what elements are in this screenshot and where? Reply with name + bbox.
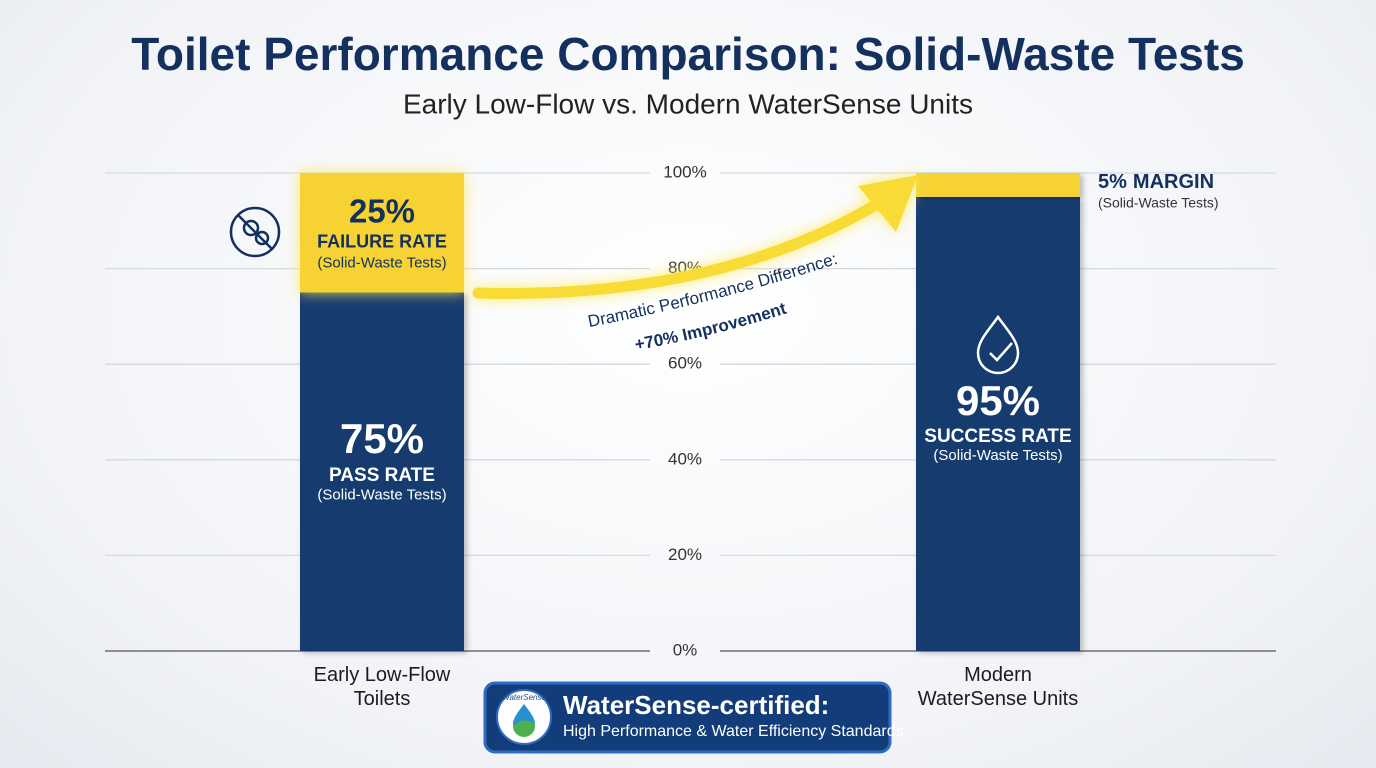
bar-segment xyxy=(300,173,464,293)
y-tick-label: 40% xyxy=(668,449,702,468)
chart-subtitle: Early Low-Flow vs. Modern WaterSense Uni… xyxy=(403,88,973,119)
improvement-arrow xyxy=(472,175,918,299)
segment-note: (Solid-Waste Tests) xyxy=(317,487,446,504)
logo-leaf xyxy=(513,720,535,737)
segment-note: (Solid-Waste Tests) xyxy=(1098,195,1219,211)
arrow-shaft xyxy=(472,194,890,299)
y-tick-label: 0% xyxy=(673,640,698,659)
y-tick-label: 20% xyxy=(668,545,702,564)
segment-note: (Solid-Waste Tests) xyxy=(933,447,1062,464)
y-tick-label: 60% xyxy=(668,354,702,373)
y-tick-label: 100% xyxy=(663,162,706,181)
segment-label: FAILURE RATE xyxy=(317,232,447,252)
segment-label: MARGIN xyxy=(1133,171,1214,193)
value-label: 5% xyxy=(1098,171,1127,193)
margin-label: 5% MARGIN xyxy=(1098,171,1214,193)
segment-note: (Solid-Waste Tests) xyxy=(317,255,446,272)
x-tick-label-box: Early Low-Flow Toilets xyxy=(313,664,451,710)
value-label: 75% xyxy=(340,415,424,462)
bar-segment xyxy=(916,196,1080,651)
x-tick-label-box: Modern WaterSense Units xyxy=(917,664,1079,710)
x-tick-label: Modern WaterSense Units xyxy=(917,664,1079,710)
badge: WaterSense WaterSense-certified: High Pe… xyxy=(483,681,904,754)
segment-label: SUCCESS RATE xyxy=(924,426,1071,447)
chart-title: Toilet Performance Comparison: Solid-Was… xyxy=(131,28,1245,80)
x-tick-label: Early Low-Flow Toilets xyxy=(313,664,451,710)
success-icon xyxy=(976,314,1020,375)
failure-icon xyxy=(229,206,281,258)
badge-title: WaterSense-certified: xyxy=(563,690,829,720)
badge-logo-text: WaterSense xyxy=(502,693,546,702)
bar-segment xyxy=(300,292,464,651)
bars: 75%PASS RATE(Solid-Waste Tests)25%FAILUR… xyxy=(300,171,1219,651)
grid: 0%20%40%60%80%100% xyxy=(105,162,1276,659)
value-label: 95% xyxy=(956,377,1040,424)
badge-box xyxy=(483,681,892,754)
value-label: 25% xyxy=(349,192,415,229)
segment-label: PASS RATE xyxy=(329,465,435,486)
badge-subtitle: High Performance & Water Efficiency Stan… xyxy=(563,723,904,740)
bar-segment xyxy=(916,173,1080,197)
arrow-head xyxy=(858,175,918,232)
